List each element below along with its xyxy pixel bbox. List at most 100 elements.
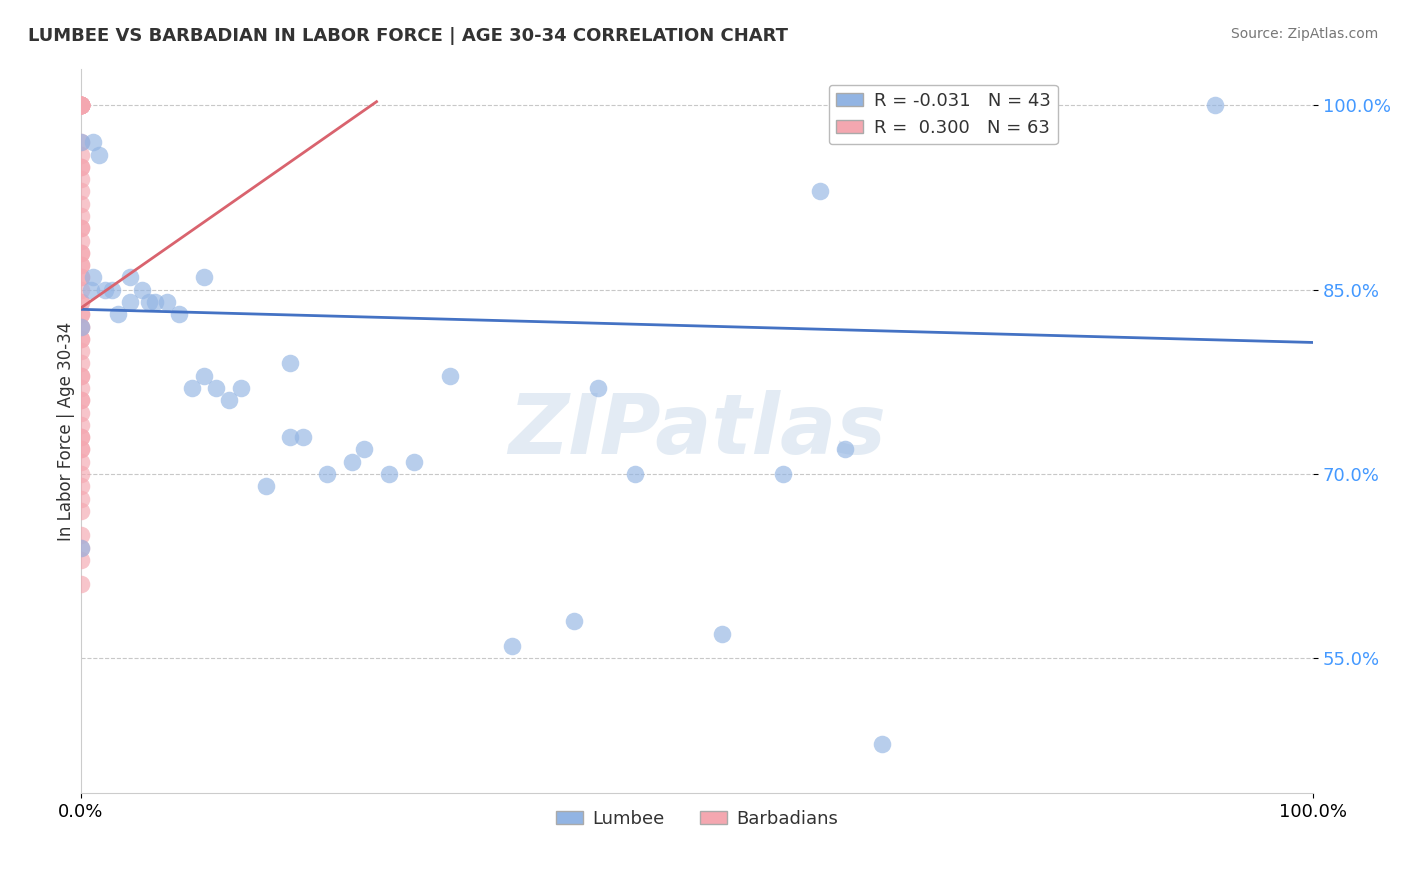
Point: [69, 319, 91, 334]
Point: [69, 577, 91, 591]
Point: [69, 98, 91, 112]
Point: [107, 307, 129, 321]
Point: [143, 294, 166, 309]
Point: [69, 332, 91, 346]
Point: [378, 467, 401, 481]
Point: [229, 381, 252, 395]
Point: [69, 479, 91, 493]
Point: [69, 98, 91, 112]
Point: [69, 541, 91, 555]
Point: [69, 98, 91, 112]
Point: [69, 98, 91, 112]
Y-axis label: In Labor Force | Age 30-34: In Labor Force | Age 30-34: [58, 321, 75, 541]
Legend: Lumbee, Barbadians: Lumbee, Barbadians: [548, 803, 845, 835]
Point: [205, 381, 228, 395]
Point: [69, 405, 91, 419]
Point: [69, 245, 91, 260]
Point: [69, 393, 91, 408]
Point: [69, 467, 91, 481]
Point: [69, 270, 91, 285]
Point: [278, 356, 301, 370]
Point: [69, 455, 91, 469]
Point: [69, 332, 91, 346]
Point: [69, 368, 91, 383]
Point: [69, 393, 91, 408]
Point: [69, 491, 91, 506]
Point: [169, 307, 191, 321]
Point: [218, 393, 240, 408]
Point: [193, 368, 215, 383]
Point: [94, 283, 117, 297]
Point: [69, 245, 91, 260]
Point: [834, 442, 856, 457]
Point: [501, 639, 523, 653]
Text: LUMBEE VS BARBADIAN IN LABOR FORCE | AGE 30-34 CORRELATION CHART: LUMBEE VS BARBADIAN IN LABOR FORCE | AGE…: [28, 27, 789, 45]
Point: [69, 172, 91, 186]
Point: [69, 553, 91, 567]
Point: [69, 417, 91, 432]
Point: [69, 221, 91, 235]
Point: [69, 307, 91, 321]
Point: [710, 626, 733, 640]
Point: [870, 737, 893, 751]
Point: [69, 307, 91, 321]
Point: [69, 381, 91, 395]
Point: [69, 98, 91, 112]
Point: [69, 98, 91, 112]
Point: [69, 98, 91, 112]
Point: [1204, 98, 1226, 112]
Point: [254, 479, 277, 493]
Point: [156, 294, 179, 309]
Point: [69, 283, 91, 297]
Point: [180, 381, 202, 395]
Point: [69, 135, 91, 149]
Point: [69, 135, 91, 149]
Point: [89, 147, 111, 161]
Point: [100, 283, 122, 297]
Point: [69, 258, 91, 272]
Point: [69, 160, 91, 174]
Point: [69, 98, 91, 112]
Point: [69, 98, 91, 112]
Point: [316, 467, 339, 481]
Point: [439, 368, 461, 383]
Point: [69, 356, 91, 370]
Point: [69, 234, 91, 248]
Point: [69, 294, 91, 309]
Point: [69, 430, 91, 444]
Point: [69, 221, 91, 235]
Point: [69, 147, 91, 161]
Point: [69, 319, 91, 334]
Point: [69, 185, 91, 199]
Point: [138, 294, 160, 309]
Point: [118, 270, 141, 285]
Point: [82, 135, 104, 149]
Point: [69, 430, 91, 444]
Point: [131, 283, 153, 297]
Point: [340, 455, 363, 469]
Point: [353, 442, 375, 457]
Point: [69, 258, 91, 272]
Point: [69, 160, 91, 174]
Point: [69, 368, 91, 383]
Point: [278, 430, 301, 444]
Point: [69, 98, 91, 112]
Point: [69, 270, 91, 285]
Point: [69, 98, 91, 112]
Point: [193, 270, 215, 285]
Point: [69, 294, 91, 309]
Point: [291, 430, 314, 444]
Point: [69, 209, 91, 223]
Point: [402, 455, 425, 469]
Point: [772, 467, 794, 481]
Point: [69, 196, 91, 211]
Point: [79, 283, 101, 297]
Point: [69, 98, 91, 112]
Point: [82, 270, 104, 285]
Point: [69, 319, 91, 334]
Point: [69, 528, 91, 542]
Point: [562, 615, 585, 629]
Point: [69, 504, 91, 518]
Point: [69, 98, 91, 112]
Point: [69, 98, 91, 112]
